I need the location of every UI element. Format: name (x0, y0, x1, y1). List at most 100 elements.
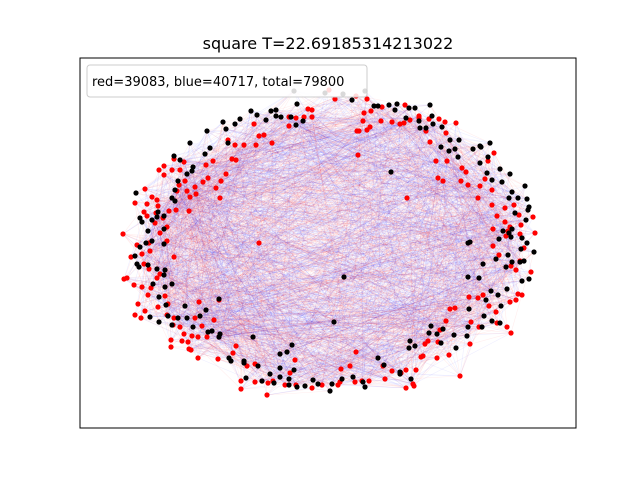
red-edge (366, 129, 509, 256)
red-edge (212, 160, 470, 298)
blue-edge (179, 159, 536, 234)
red-edge (449, 139, 463, 169)
blue-edge (179, 169, 256, 365)
red-edge (156, 121, 446, 279)
blue-edge (156, 199, 429, 342)
red-edge (173, 123, 255, 258)
red-node (466, 294, 472, 300)
blue-edge (173, 215, 498, 258)
black-node (464, 333, 470, 339)
blue-edge (293, 90, 444, 330)
red-node (517, 231, 523, 237)
blue-edge (164, 185, 526, 288)
red-edge (449, 139, 474, 150)
blue-edge (468, 206, 530, 298)
red-edge (382, 197, 479, 367)
blue-edge (150, 126, 371, 289)
black-node (169, 195, 175, 201)
red-edge (410, 215, 498, 380)
blue-edge (212, 160, 271, 375)
red-edge (173, 256, 263, 382)
red-edge (204, 119, 411, 155)
red-edge (240, 144, 245, 382)
red-edge (354, 269, 517, 383)
blue-edge (198, 301, 213, 332)
red-edge (329, 104, 390, 392)
red-edge (163, 174, 512, 267)
red-edge (234, 144, 379, 359)
blue-edge (478, 277, 508, 290)
blue-edge (467, 242, 525, 262)
blue-edge (245, 117, 420, 379)
red-edge (304, 347, 410, 387)
red-edge (209, 147, 493, 206)
black-node (162, 284, 168, 290)
blue-edge (163, 160, 437, 276)
blue-edge (263, 134, 444, 182)
red-edge (188, 210, 412, 380)
blue-edge (157, 211, 447, 322)
blue-edge (261, 301, 511, 382)
red-edge (147, 228, 494, 296)
black-node (156, 294, 162, 300)
black-node (327, 388, 333, 394)
black-node (375, 355, 381, 361)
red-edge (205, 123, 434, 166)
blue-edge (192, 118, 430, 328)
red-edge (227, 139, 364, 383)
red-edge (139, 181, 503, 248)
blue-edge (164, 105, 379, 297)
red-node (251, 121, 257, 127)
blue-edge (445, 320, 450, 356)
blue-edge (231, 120, 420, 160)
blue-edge (144, 121, 224, 190)
red-edge (194, 186, 271, 375)
red-edge (225, 128, 441, 331)
red-edge (138, 173, 227, 268)
red-edge (368, 263, 484, 382)
red-edge (356, 130, 402, 374)
blue-edge (472, 148, 493, 191)
blue-edge (225, 128, 444, 182)
red-edge (174, 189, 511, 303)
blue-edge (174, 200, 504, 232)
red-edge (156, 130, 427, 270)
red-node (138, 315, 144, 321)
black-node (453, 345, 459, 351)
red-edge (157, 211, 379, 359)
red-edge (198, 301, 480, 328)
red-node (168, 344, 174, 350)
red-edge (491, 179, 513, 263)
red-edge (165, 304, 288, 353)
red-node (168, 337, 174, 343)
red-edge (466, 242, 528, 337)
red-edge (143, 117, 420, 265)
blue-edge (239, 118, 490, 307)
red-edge (170, 339, 356, 383)
blue-edge (190, 185, 481, 351)
black-node (483, 297, 489, 303)
blue-edge (148, 268, 414, 385)
blue-edge (165, 156, 459, 306)
blue-edge (405, 123, 434, 371)
blue-edge (123, 278, 485, 317)
blue-edge (138, 266, 417, 371)
red-edge (205, 164, 481, 187)
blue-edge (312, 191, 513, 381)
blue-edge (154, 128, 227, 224)
blue-edge (396, 103, 463, 169)
blue-edge (158, 108, 309, 298)
blue-edge (435, 160, 536, 234)
blue-edge (219, 122, 457, 199)
red-edge (355, 95, 431, 143)
blue-edge (197, 116, 292, 338)
red-edge (194, 146, 482, 188)
red-edge (136, 219, 527, 246)
blue-edge (204, 153, 343, 380)
blue-edge (499, 168, 512, 267)
red-edge (191, 170, 234, 354)
blue-edge (134, 171, 392, 257)
red-edge (155, 212, 385, 366)
blue-edge (207, 177, 237, 347)
red-edge (219, 333, 468, 337)
